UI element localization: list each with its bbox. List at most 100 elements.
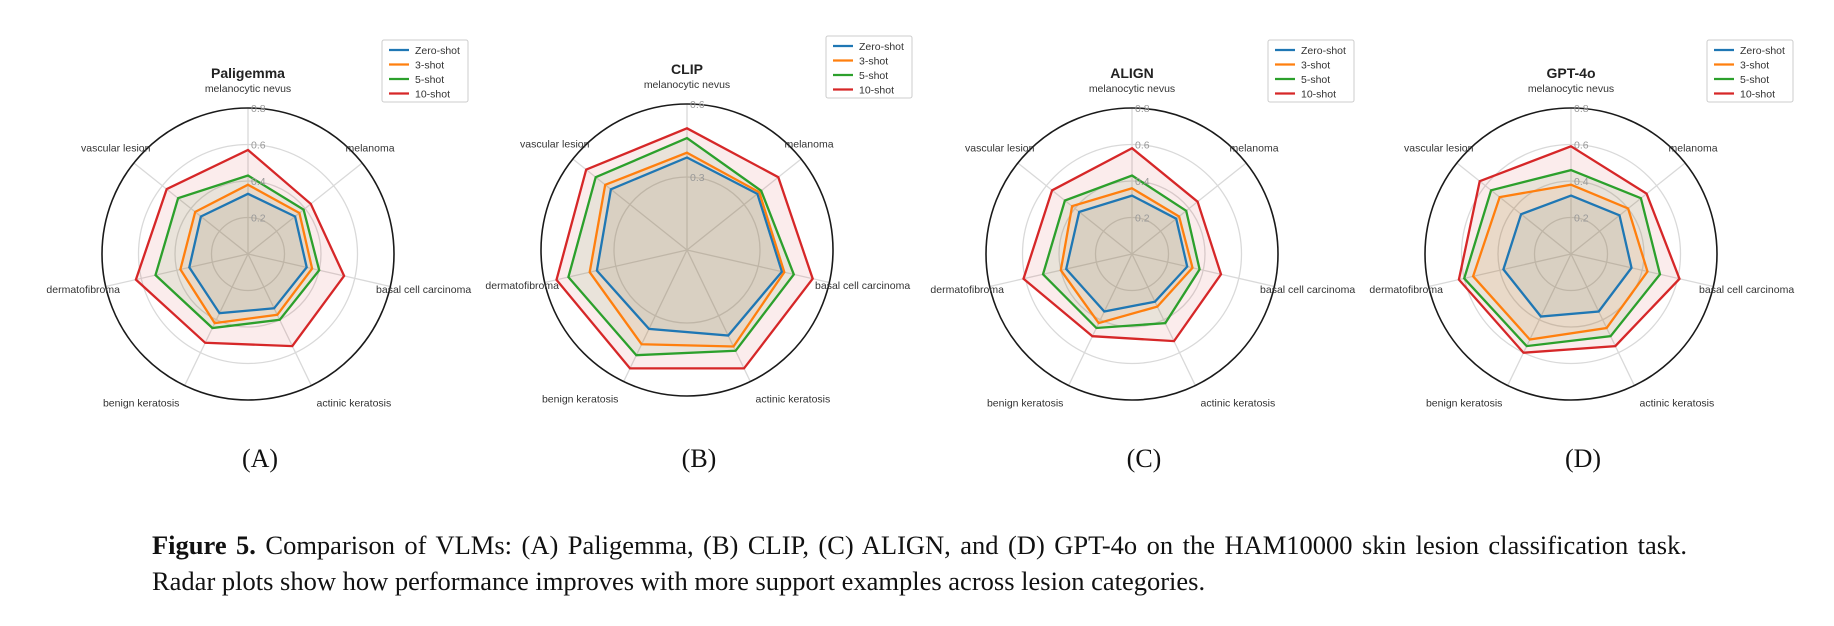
category-label: vascular lesion [965,142,1035,154]
grid-spoke [1507,253,1572,386]
legend-label: 5-shot [859,70,888,82]
category-label: melanoma [1230,142,1279,154]
grid-spoke [1068,253,1133,386]
series-area-3-shot [180,184,313,324]
series-line-10-shot [134,148,346,348]
radial-tick-label: 0.8 [1135,103,1150,115]
legend: Zero-shot 3-shot 5-shot 10-shot [381,39,469,103]
grid-spoke [1131,162,1247,255]
radial-tick-label: 0.3 [690,172,705,184]
grid-spoke [1131,253,1275,288]
series-line-zero-shot [595,156,784,337]
legend-label: 10-shot [859,84,894,96]
radial-tick-label: 0.2 [251,213,266,225]
radar-frame [540,103,834,397]
series-area-10-shot [1458,146,1680,353]
legend-label: 3-shot [1740,59,1769,71]
series-line-zero-shot [1064,194,1189,313]
chart-title: GPT-4o [1546,65,1595,81]
legend-label: 10-shot [1301,88,1336,100]
legend: Zero-shot 3-shot 5-shot 10-shot [1267,39,1355,103]
series-area-3-shot [1473,184,1648,340]
legend-label: 10-shot [415,88,450,100]
series-line-zero-shot [188,192,308,315]
grid-spoke [1570,253,1714,288]
caption-text: Comparison of VLMs: (A) Paligemma, (B) C… [152,530,1687,596]
category-label: melanoma [1669,142,1718,154]
grid-spoke [184,253,249,386]
radial-tick-label: 0.6 [1135,140,1150,152]
radial-tick-label: 0.2 [1574,213,1589,225]
grid-spoke [1017,162,1133,255]
series-line-3-shot [179,183,314,325]
series-line-3-shot [1059,187,1194,325]
radar-frame [101,107,395,401]
series-area-5-shot [1043,175,1200,328]
category-label: actinic keratosis [756,393,831,405]
chart-title: ALIGN [1110,65,1154,81]
category-label: vascular lesion [81,142,151,154]
category-label: dermatofibroma [485,280,559,292]
grid-spoke [1428,253,1572,288]
series-line-5-shot [567,136,796,357]
series-line-5-shot [1041,174,1201,330]
chart-title: CLIP [671,61,703,77]
series-line-3-shot [588,151,786,348]
series-area-5-shot [155,175,320,328]
legend-label: Zero-shot [1740,45,1785,57]
radial-tick-label: 0.8 [251,103,266,115]
figure-caption: Figure 5. Comparison of VLMs: (A) Palige… [152,527,1687,599]
radar-panel-align: 0.2 0.4 0.6 0.8 melanocytic nevus melanoma bas… [930,39,1355,473]
series-area-3-shot [1060,188,1193,324]
series-area-3-shot [589,152,785,347]
grid-spoke [247,162,363,255]
series-area-zero-shot [1066,195,1188,312]
category-label: melanocytic nevus [1528,83,1614,95]
chart-title: Paligemma [211,65,285,81]
category-label: basal cell carcinoma [815,280,910,292]
series-line-5-shot [1462,168,1662,348]
category-label: benign keratosis [542,393,618,405]
series-line-5-shot [154,174,321,330]
series-area-zero-shot [189,193,307,314]
legend-box [1706,39,1794,103]
grid-spoke [623,249,688,382]
radial-tick-label: 0.8 [1574,103,1589,115]
grid-spoke [105,253,249,288]
radar-frame [1424,107,1718,401]
legend-label: 5-shot [415,74,444,86]
panel-label: (B) [682,444,717,473]
category-label: melanoma [785,138,834,150]
panel-label: (A) [242,444,278,473]
series-area-zero-shot [1503,195,1632,317]
panel-label: (C) [1127,444,1162,473]
category-label: vascular lesion [1404,142,1474,154]
radial-tick-label: 0.6 [1574,140,1589,152]
panel-label: (D) [1565,444,1601,473]
legend-label: Zero-shot [1301,45,1346,57]
radial-tick-label: 0.6 [690,99,705,111]
legend-box [1267,39,1355,103]
category-label: dermatofibroma [46,284,120,296]
category-label: basal cell carcinoma [1699,284,1794,296]
series-line-10-shot [1022,146,1223,343]
category-label: melanocytic nevus [1089,83,1175,95]
radar-panel-gpt-4o: 0.2 0.4 0.6 0.8 melanocytic nevus melanoma bas… [1369,39,1794,473]
category-label: basal cell carcinoma [1260,284,1355,296]
legend-label: 5-shot [1740,74,1769,86]
category-label: benign keratosis [987,397,1063,409]
category-label: actinic keratosis [1640,397,1715,409]
legend-label: 3-shot [859,55,888,67]
grid-spoke [686,158,802,251]
radar-panel-clip: 0.3 0.6 melanocytic nevus melanoma basal cel… [485,35,913,473]
grid-spoke [133,162,249,255]
grid-spoke [1456,162,1572,255]
radial-tick-label: 0.4 [251,176,266,188]
radial-tick-label: 0.6 [251,140,266,152]
radar-panel-paligemma: 0.2 0.4 0.6 0.8 melanocytic nevus melanoma bas… [46,39,471,473]
category-label: actinic keratosis [1201,397,1276,409]
category-label: melanocytic nevus [205,83,291,95]
legend-label: 5-shot [1301,74,1330,86]
legend-label: 3-shot [1301,59,1330,71]
